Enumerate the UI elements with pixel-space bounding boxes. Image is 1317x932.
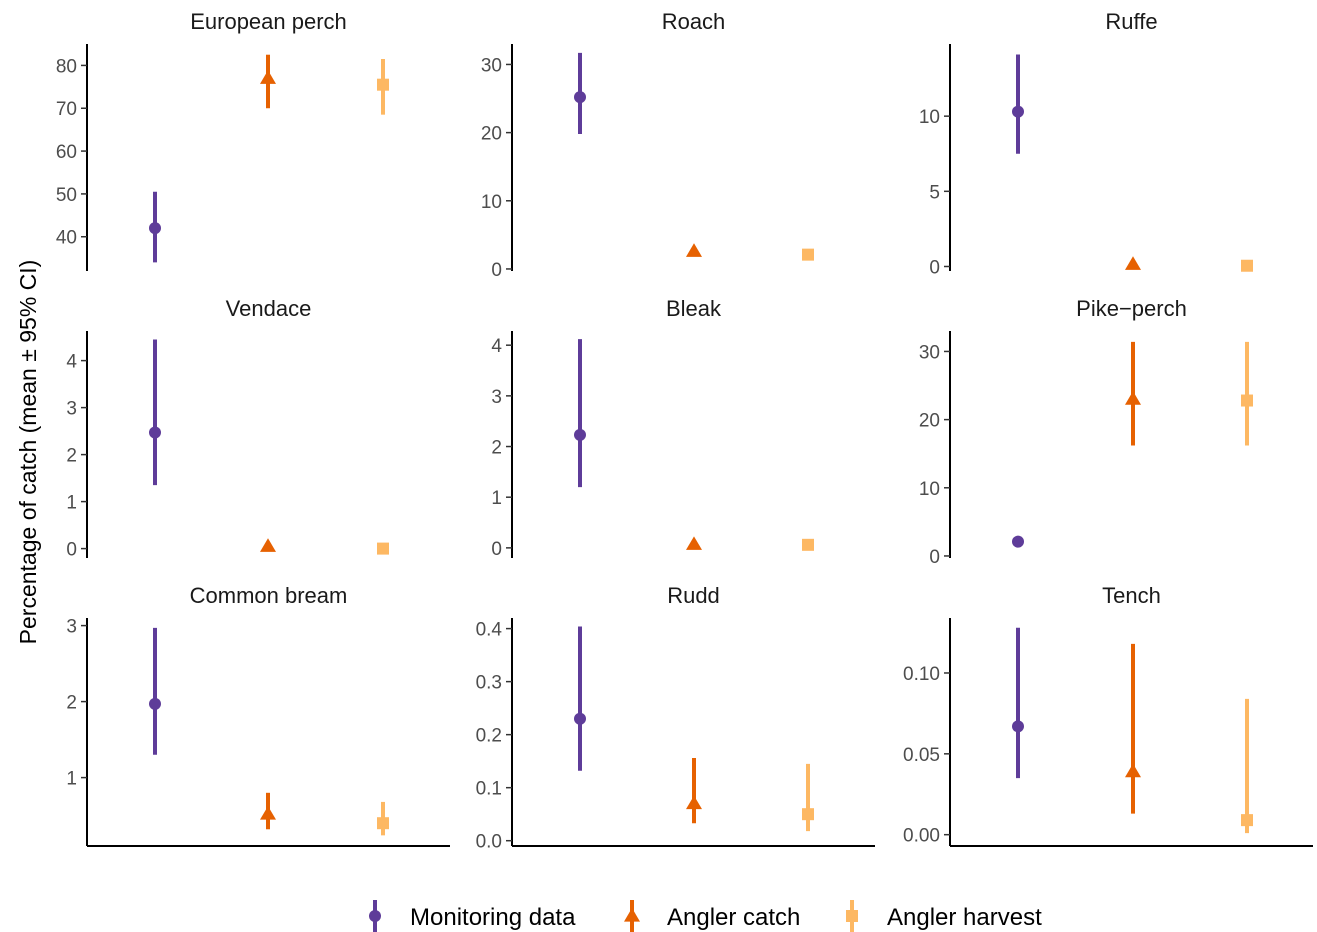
y-tick-label: 2 xyxy=(66,693,77,714)
y-tick-label: 10 xyxy=(919,107,940,128)
point-angler-catch xyxy=(1125,391,1141,405)
legend-key-marker xyxy=(369,910,381,922)
y-tick-label: 0.1 xyxy=(476,779,502,800)
y-tick-label: 0 xyxy=(66,540,77,561)
y-tick-label: 0.00 xyxy=(903,826,940,847)
y-tick-label: 0.3 xyxy=(476,673,502,694)
y-tick-label: 1 xyxy=(66,493,77,514)
point-angler-harvest xyxy=(1241,259,1253,272)
y-tick-label: 50 xyxy=(56,185,77,206)
point-angler-catch xyxy=(260,70,276,84)
point-monitoring-data xyxy=(149,697,161,710)
point-monitoring-data xyxy=(1012,535,1024,548)
panel-pike-perch: Pike−perch 0 10 20 30 xyxy=(919,296,1253,568)
panel-title: Rudd xyxy=(667,583,720,608)
point-angler-harvest xyxy=(802,248,814,261)
legend-item: Monitoring data xyxy=(369,900,576,932)
y-tick-label: 80 xyxy=(56,56,77,77)
panel-title: European perch xyxy=(190,9,347,34)
panel-title: Vendace xyxy=(226,296,312,321)
point-monitoring-data xyxy=(574,428,586,441)
point-angler-catch xyxy=(1125,763,1141,778)
y-tick-label: 1 xyxy=(66,769,77,790)
panel-title: Roach xyxy=(662,9,726,34)
point-angler-catch xyxy=(260,538,276,552)
y-tick-label: 30 xyxy=(481,55,502,76)
legend: Monitoring data Angler catch Angler harves… xyxy=(369,900,1042,932)
legend-label: Monitoring data xyxy=(410,904,576,931)
y-tick-label: 20 xyxy=(481,124,502,145)
y-tick-label: 0 xyxy=(929,547,940,568)
y-tick-label: 20 xyxy=(919,411,940,432)
y-tick-label: 3 xyxy=(491,387,502,408)
point-monitoring-data xyxy=(1012,105,1024,118)
panels: European perch4050607080Roach0102030Ruff… xyxy=(56,9,1313,853)
panel-vendace: Vendace 0 1 2 3 4 xyxy=(66,296,389,561)
panel-title: Tench xyxy=(1102,583,1161,608)
y-tick-label: 0 xyxy=(929,257,940,278)
y-tick-label: 0.05 xyxy=(903,745,940,766)
y-tick-label: 4 xyxy=(491,336,502,357)
panel-title: Common bream xyxy=(190,583,348,608)
point-angler-harvest xyxy=(802,808,814,821)
point-monitoring-data xyxy=(149,426,161,439)
y-tick-label: 0.10 xyxy=(903,664,940,685)
y-axis-label: Percentage of catch (mean ± 95% CI) xyxy=(15,260,41,645)
panel-european-perch: European perch 40 50 60 70 80 xyxy=(56,9,389,271)
point-angler-catch xyxy=(686,795,702,810)
panel-bleak: Bleak 0 1 2 3 4 xyxy=(491,296,814,560)
point-angler-harvest xyxy=(1241,814,1253,827)
y-tick-label: 1 xyxy=(491,488,502,509)
y-tick-label: 40 xyxy=(56,228,77,249)
point-angler-harvest xyxy=(1241,394,1253,407)
point-monitoring-data xyxy=(149,222,161,235)
y-tick-label: 0.4 xyxy=(476,620,503,641)
panel-title: Bleak xyxy=(666,296,722,321)
y-tick-label: 5 xyxy=(929,182,940,203)
legend-label: Angler harvest xyxy=(887,904,1042,931)
point-angler-harvest xyxy=(377,817,389,830)
panel-title: Pike−perch xyxy=(1076,296,1187,321)
y-tick-label: 0.2 xyxy=(476,726,502,747)
panel-ruffe: Ruffe 0 5 10 xyxy=(919,9,1253,278)
point-monitoring-data xyxy=(574,712,586,725)
panel-common-bream: Common bream 1 2 3 xyxy=(66,583,450,847)
legend-key-marker xyxy=(624,908,640,922)
y-tick-label: 3 xyxy=(66,399,77,420)
panel-roach: Roach 0 10 20 30 xyxy=(481,9,814,281)
y-tick-label: 70 xyxy=(56,99,77,120)
y-tick-label: 10 xyxy=(919,479,940,500)
legend-item: Angler catch xyxy=(624,900,800,932)
panel-tench: Tench 0.00 0.05 0.10 xyxy=(903,583,1313,847)
point-angler-catch xyxy=(260,806,276,820)
point-monitoring-data xyxy=(574,91,586,104)
panel-title: Ruffe xyxy=(1105,9,1157,34)
y-tick-label: 2 xyxy=(491,438,502,459)
panel-rudd: Rudd 0.0 0.1 0.2 0.3 0.4 xyxy=(476,583,875,853)
y-tick-label: 0 xyxy=(491,539,502,560)
y-tick-label: 60 xyxy=(56,142,77,163)
y-tick-label: 30 xyxy=(919,342,940,363)
y-tick-label: 3 xyxy=(66,617,77,638)
y-tick-label: 0.0 xyxy=(476,832,502,853)
point-angler-harvest xyxy=(802,538,814,551)
point-monitoring-data xyxy=(1012,720,1024,733)
legend-label: Angler catch xyxy=(667,904,800,931)
legend-key-marker xyxy=(846,910,858,922)
y-tick-label: 2 xyxy=(66,446,77,467)
y-tick-label: 10 xyxy=(481,192,502,213)
point-angler-harvest xyxy=(377,78,389,91)
legend-item: Angler harvest xyxy=(846,900,1042,932)
y-tick-label: 0 xyxy=(491,260,502,281)
point-angler-catch xyxy=(1125,256,1141,270)
point-angler-harvest xyxy=(377,542,389,555)
y-tick-label: 4 xyxy=(66,352,77,373)
point-angler-catch xyxy=(686,536,702,550)
point-angler-catch xyxy=(686,243,702,257)
